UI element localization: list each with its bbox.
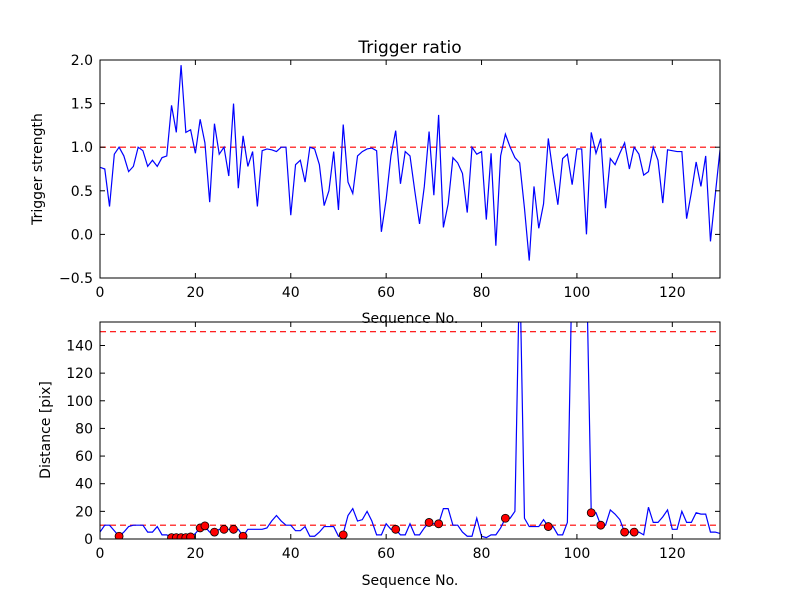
data-marker — [338, 530, 348, 539]
top-chart-xlabel: Sequence No. — [362, 311, 459, 327]
data-marker — [629, 527, 639, 537]
y-tick-label: 100 — [66, 394, 93, 410]
x-tick-label: 120 — [659, 285, 686, 301]
y-tick-label: 60 — [75, 449, 93, 465]
x-tick-label: 80 — [473, 285, 491, 301]
bottom-chart: 0 20 40 60 80 100 120 0 20 40 60 80 100 120 140 Sequen… — [38, 321, 721, 589]
y-tick-label: 0.0 — [71, 227, 93, 243]
x-tick-label: 120 — [659, 546, 686, 562]
bottom-chart-ylabel: Distance [pix] — [38, 381, 54, 479]
data-marker — [114, 531, 124, 539]
top-chart-ylabel: Trigger strength — [30, 113, 46, 226]
x-tick-label: 100 — [564, 546, 591, 562]
x-tick-label: 100 — [564, 285, 591, 301]
data-marker — [219, 524, 229, 534]
x-tick-label: 40 — [282, 546, 300, 562]
y-tick-label: 40 — [75, 477, 93, 493]
plot-area — [100, 322, 720, 539]
data-marker — [434, 519, 444, 529]
y-tick-label: 80 — [75, 421, 93, 437]
data-marker — [543, 522, 553, 531]
y-tick-label: 0.5 — [71, 184, 93, 200]
y-tick-label: −0.5 — [59, 271, 93, 287]
series-line — [100, 65, 720, 261]
data-marker — [424, 518, 434, 527]
top-chart: Trigger ratio 0 20 40 60 80 100 120 −0.5 0.0 0.5 1… — [30, 38, 721, 327]
bottom-chart-xlabel: Sequence No. — [362, 573, 459, 589]
x-tick-label: 0 — [96, 546, 105, 562]
data-marker — [596, 520, 606, 530]
x-tick-label: 20 — [186, 546, 204, 562]
data-marker — [186, 532, 196, 539]
x-tick-label: 80 — [473, 546, 491, 562]
y-tick-label: 140 — [66, 338, 93, 354]
data-marker — [200, 521, 210, 531]
x-tick-label: 20 — [186, 285, 204, 301]
x-tick-label: 0 — [96, 285, 105, 301]
y-tick-label: 1.0 — [71, 140, 93, 156]
x-tick-label: 60 — [377, 546, 395, 562]
top-chart-frame — [99, 59, 721, 279]
x-tick-label: 40 — [282, 285, 300, 301]
y-tick-label: 1.5 — [71, 97, 93, 113]
data-marker — [391, 524, 401, 534]
top-chart-title: Trigger ratio — [357, 38, 461, 58]
data-marker — [238, 531, 248, 539]
y-tick-label: 0 — [84, 532, 93, 548]
data-marker — [210, 527, 219, 537]
x-tick-label: 60 — [377, 285, 395, 301]
data-marker — [229, 524, 238, 534]
bottom-chart-frame — [99, 321, 721, 540]
y-tick-label: 20 — [75, 504, 93, 520]
data-marker — [586, 508, 596, 518]
plot-area — [100, 65, 720, 261]
data-marker — [620, 527, 630, 537]
y-tick-label: 2.0 — [71, 53, 93, 69]
y-tick-label: 120 — [66, 366, 93, 382]
data-marker — [500, 513, 510, 523]
